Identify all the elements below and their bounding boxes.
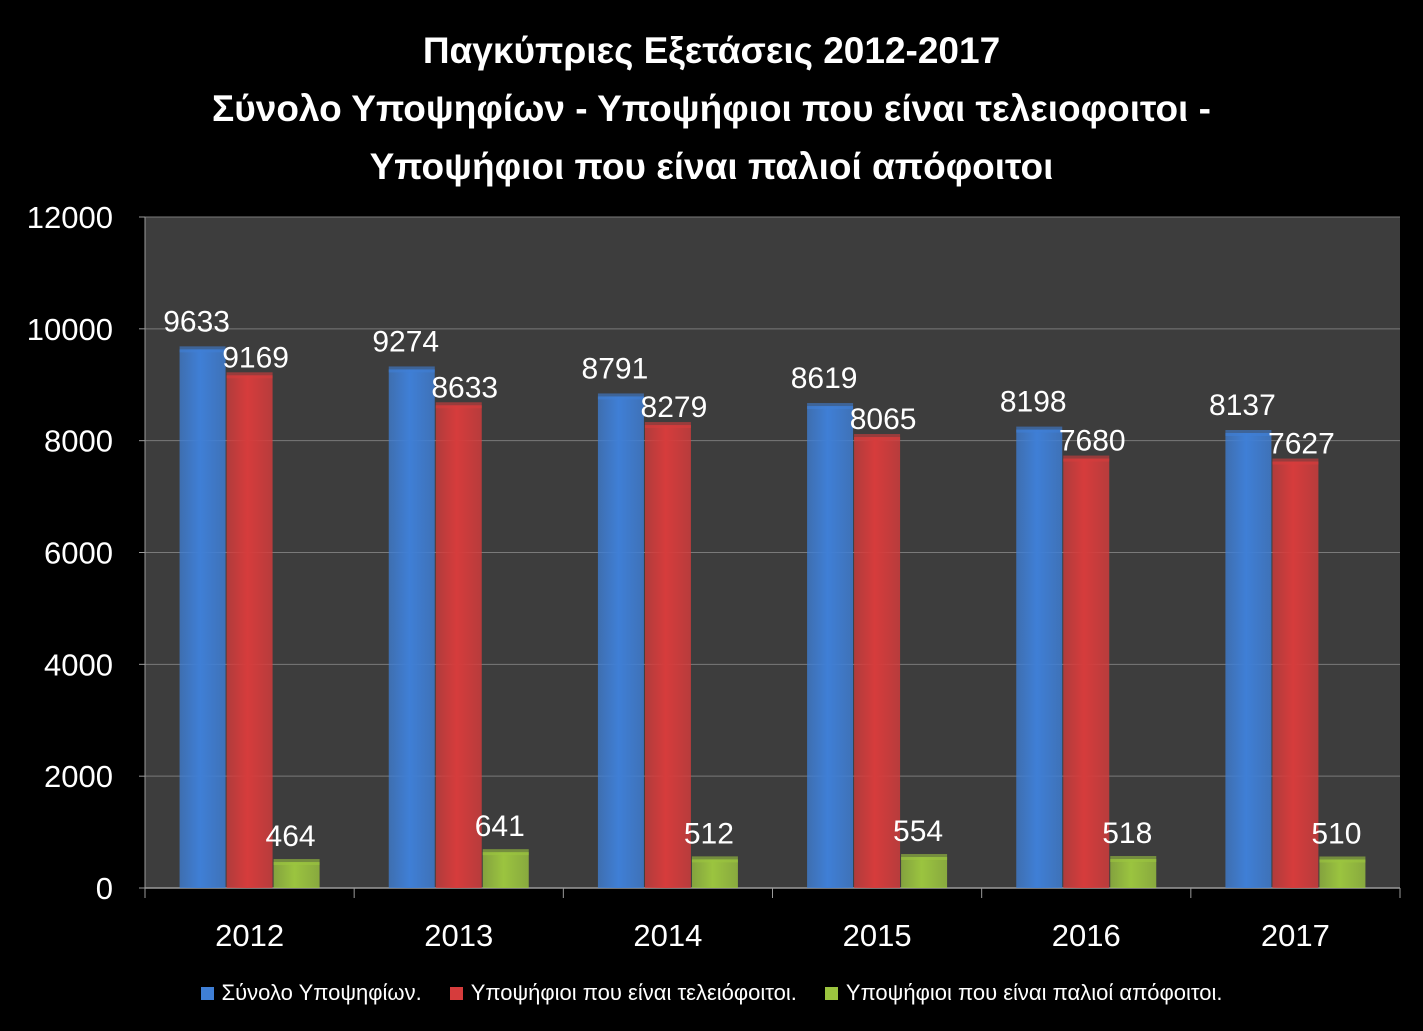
data-label: 8279 [641,391,708,424]
data-label: 518 [1102,817,1152,850]
bar [388,369,435,888]
legend-label-total: Σύνολο Υποψηφίων. [221,980,422,1005]
bar-top [1016,426,1063,433]
legend-label-graduates: Υποψήφιοι που είναι παλιοί απόφοιτοι. [845,980,1223,1005]
bar-top [644,422,691,429]
data-label: 7627 [1268,428,1335,461]
bar-top [273,859,320,866]
data-label: 9633 [163,305,230,338]
data-label: 510 [1311,817,1361,850]
bar [901,857,948,888]
data-label: 9274 [372,325,439,358]
y-axis: 0 2000 4000 6000 8000 10000 12000 [27,200,146,906]
bar [1110,859,1157,888]
bar-top [1319,856,1366,863]
bar-top [901,854,948,861]
x-tick-label: 2013 [424,918,493,953]
legend-item-graduates: Υποψήφιοι που είναι παλιοί απόφοιτοι. [824,980,1223,1006]
data-label: 8137 [1209,389,1276,422]
legend-swatch-total [200,986,214,1000]
bar-top [388,366,435,373]
x-axis: 2012 2013 2014 2015 2016 2017 [144,887,1401,953]
y-tick-label: 6000 [44,536,113,571]
bar [807,406,854,888]
bar [1016,429,1063,888]
y-tick-label: 12000 [27,200,113,235]
data-label: 464 [266,820,316,853]
legend: Σύνολο Υποψηφίων. Υποψήφιοι που είναι τε… [0,980,1423,1006]
data-label: 9169 [222,341,289,374]
data-label: 8633 [431,371,498,404]
bar-top [1110,856,1157,863]
y-tick-label: 0 [96,871,113,906]
x-tick-label: 2012 [215,918,284,953]
bar-top [179,346,226,353]
bar [435,405,482,888]
bar-top [1063,455,1110,462]
legend-swatch-graduates [824,986,838,1000]
bar [179,349,226,888]
x-tick-label: 2016 [1052,918,1121,953]
bar [854,437,901,888]
data-label: 8791 [582,352,649,385]
bars [179,346,1366,889]
title-line-3: Υποψήφιοι που είναι παλιοί απόφοιτοι [369,146,1054,187]
bar [691,859,738,888]
data-label: 512 [684,817,734,850]
data-label: 8198 [1000,386,1067,419]
bar-top [807,403,854,410]
bar-top [597,393,644,400]
legend-swatch-final-year [449,986,463,1000]
bar-top [691,856,738,863]
legend-item-total: Σύνολο Υποψηφίων. [200,980,422,1006]
bar [482,852,529,888]
bar-top [435,402,482,409]
bar-top [482,849,529,856]
data-label: 7680 [1059,425,1126,458]
bar [1225,433,1272,888]
bar [644,425,691,888]
y-tick-label: 2000 [44,759,113,794]
x-tick-label: 2014 [633,918,702,953]
data-label: 8065 [850,403,917,436]
data-label: 641 [475,810,525,843]
data-label: 8619 [791,362,858,395]
y-tick-label: 8000 [44,424,113,459]
data-label: 554 [893,815,943,848]
legend-item-final-year: Υποψήφιοι που είναι τελειόφοιτοι. [449,980,797,1006]
x-tick-label: 2017 [1261,918,1330,953]
bar-top [1272,458,1319,465]
bar [273,862,320,888]
bar-top [854,434,901,441]
x-tick-label: 2015 [843,918,912,953]
bar [1319,859,1366,888]
title-line-2: Σύνολο Υποψηφίων - Υποψήφιοι που είναι τ… [212,88,1211,129]
gridlines [145,216,1400,777]
bar [226,375,273,889]
bar [1063,458,1110,888]
y-tick-label: 10000 [27,312,113,347]
y-tick-label: 4000 [44,647,113,682]
bar-top [1225,430,1272,437]
bar [597,396,644,888]
bar [1272,461,1319,888]
legend-label-final-year: Υποψήφιοι που είναι τελειόφοιτοι. [470,980,797,1005]
chart-title: Παγκύπριες Εξετάσεις 2012-2017 Σύνολο Υπ… [0,22,1423,196]
bar-top [226,372,273,379]
title-line-1: Παγκύπριες Εξετάσεις 2012-2017 [422,30,1001,71]
